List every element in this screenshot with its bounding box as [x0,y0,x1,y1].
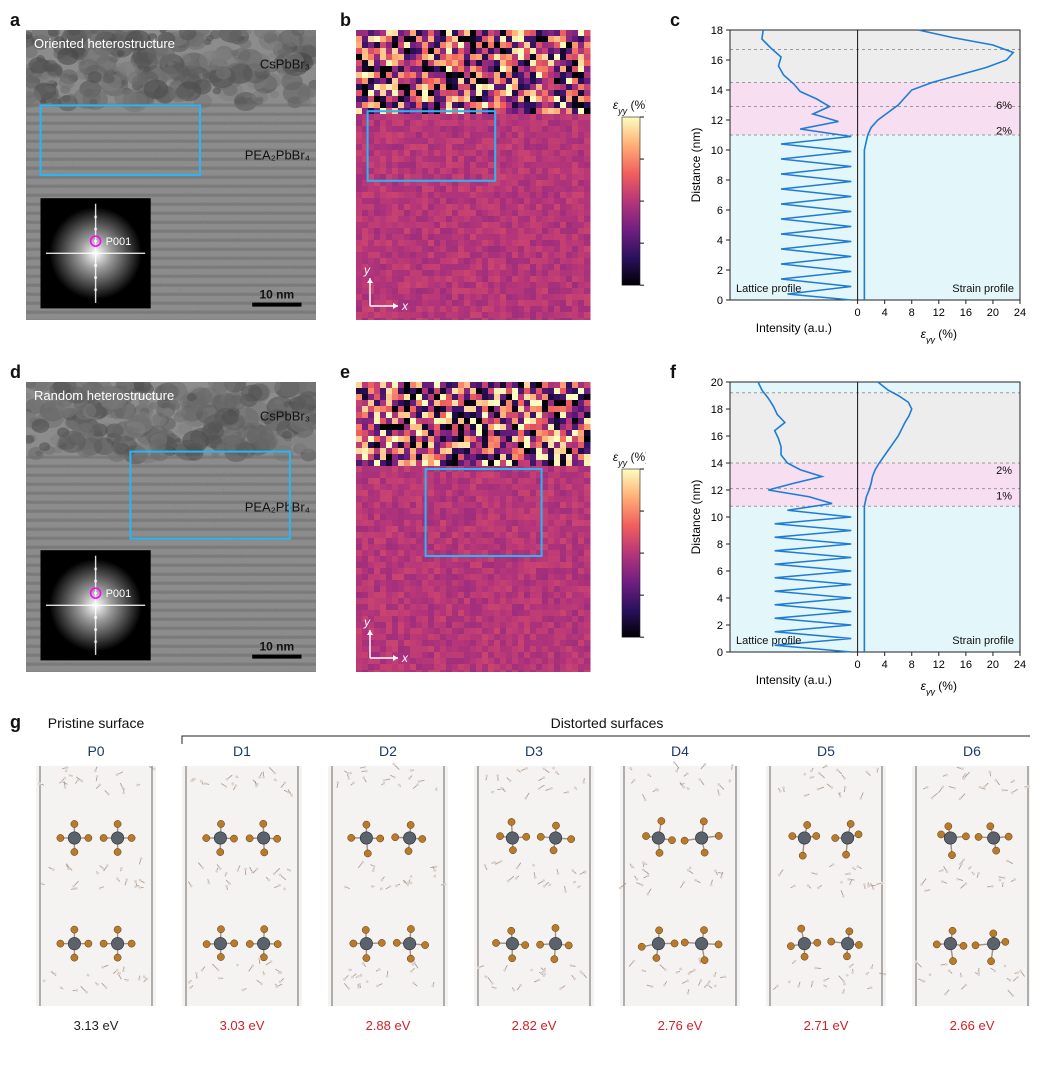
svg-text:2: 2 [717,265,723,277]
panel-label-b: b [340,10,351,31]
panel-label-e: e [340,362,350,383]
panel-label-c: c [670,10,680,31]
svg-text:20: 20 [987,307,999,319]
svg-text:10 nm: 10 nm [260,288,295,302]
svg-text:PEA₂PbBr₄: PEA₂PbBr₄ [245,500,310,515]
strain-map: xyεyy (%)-30-1501530 [356,30,646,320]
svg-text:24: 24 [1014,307,1026,319]
svg-text:Lattice profile: Lattice profile [736,283,801,295]
svg-text:6%: 6% [996,100,1012,112]
svg-text:x: x [401,299,409,313]
svg-text:6: 6 [717,205,723,217]
svg-text:Oriented heterostructure: Oriented heterostructure [34,36,175,51]
svg-text:4: 4 [717,235,723,247]
svg-text:8: 8 [909,307,915,319]
svg-text:16: 16 [711,55,723,67]
svg-text:Intensity (a.u.): Intensity (a.u.) [756,321,832,335]
strain-map-panel-b: xyεyy (%)-30-1501530 [356,30,646,320]
svg-text:εyy (%): εyy (%) [921,327,957,344]
svg-text:0: 0 [855,307,861,319]
svg-text:2%: 2% [996,126,1012,138]
svg-text:Random heterostructure: Random heterostructure [34,388,174,403]
structure-row: Pristine surfaceDistorted surfacesP03.13… [26,714,1030,1059]
profiles-panel-f: 02468101214161820Distance (nm)Lattice pr… [686,376,1026,696]
strain-map-panel-e: xyεyy (%)-30-1501530 [356,382,646,672]
svg-text:8: 8 [717,175,723,187]
profiles-panel-c: 024681012141618Distance (nm)Lattice prof… [686,24,1026,344]
svg-text:12: 12 [933,307,945,319]
svg-text:10: 10 [711,145,723,157]
svg-text:Strain profile: Strain profile [952,283,1014,295]
tem-image: Oriented heterostructure CsPbBr₃ PEA₂PbBr₄… [26,30,316,320]
svg-text:16: 16 [960,307,972,319]
svg-text:Distance (nm): Distance (nm) [689,128,703,203]
svg-text:P001: P001 [106,588,132,600]
panel-label-a: a [10,10,20,31]
svg-text:4: 4 [882,307,888,319]
profile-plot: 02468101214161820Distance (nm)Lattice pr… [686,376,1026,696]
svg-text:14: 14 [711,85,723,97]
svg-text:P001: P001 [106,236,132,248]
structures-panel-g: Pristine surfaceDistorted surfacesP03.13… [26,714,1030,1059]
tem-panel-d: Random heterostructure CsPbBr₃ PEA₂PbBr₄ P0… [26,382,316,672]
svg-text:CsPbBr₃: CsPbBr₃ [260,408,310,423]
profile-plot: 024681012141618Distance (nm)Lattice prof… [686,24,1026,344]
tem-panel-a: Oriented heterostructure CsPbBr₃ PEA₂PbBr₄… [26,30,316,320]
svg-text:CsPbBr₃: CsPbBr₃ [260,56,310,71]
svg-text:εyy (%): εyy (%) [613,98,646,116]
svg-text:PEA₂PbBr₄: PEA₂PbBr₄ [245,148,310,163]
panel-label-d: d [10,362,21,383]
panel-label-f: f [670,362,676,383]
tem-image: Random heterostructure CsPbBr₃ PEA₂PbBr₄ P0… [26,382,316,672]
svg-text:12: 12 [711,115,723,127]
strain-map: xyεyy (%)-30-1501530 [356,382,646,672]
svg-text:10 nm: 10 nm [260,640,295,654]
svg-text:0: 0 [717,295,723,307]
panel-label-g: g [10,712,21,733]
svg-text:18: 18 [711,25,723,37]
svg-text:y: y [363,263,371,277]
